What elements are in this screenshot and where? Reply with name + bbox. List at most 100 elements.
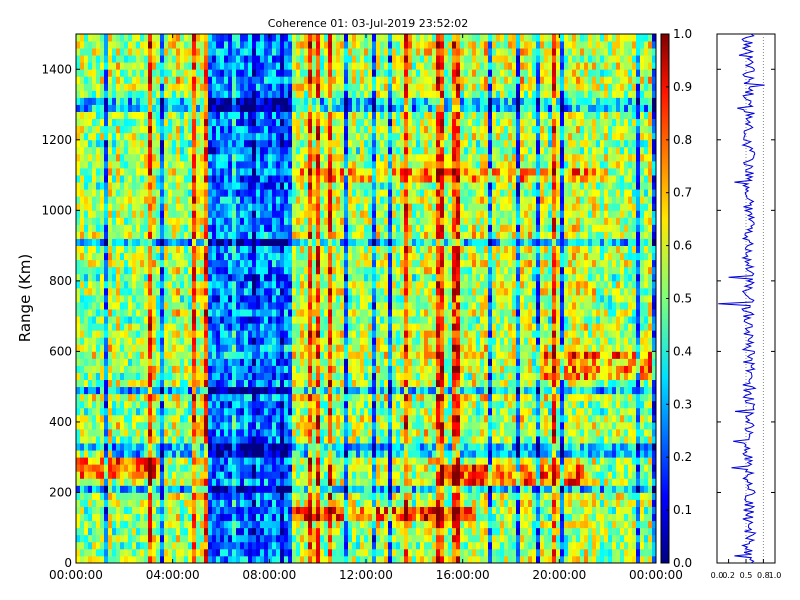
heatmap-cell xyxy=(196,118,201,127)
heatmap-cell xyxy=(180,527,185,536)
heatmap-cell xyxy=(200,90,205,98)
heatmap-cell xyxy=(172,379,177,388)
heatmap-cell xyxy=(128,323,133,331)
heatmap-cell xyxy=(148,203,153,211)
heatmap-cell xyxy=(96,520,101,529)
heatmap-cell xyxy=(152,471,157,479)
heatmap-cell xyxy=(88,457,93,465)
heatmap-cell xyxy=(128,266,133,275)
heatmap-cell xyxy=(284,111,289,120)
heatmap-cell xyxy=(244,344,249,352)
heatmap-cell xyxy=(188,245,193,254)
heatmap-cell xyxy=(208,111,213,120)
heatmap-cell xyxy=(80,302,85,310)
heatmap-cell xyxy=(288,294,293,303)
heatmap-cell xyxy=(220,513,225,522)
heatmap-cell xyxy=(328,182,333,190)
heatmap-cell xyxy=(120,252,125,261)
heatmap-cell xyxy=(284,76,289,84)
heatmap-cell xyxy=(336,421,341,430)
heatmap-cell xyxy=(244,294,249,303)
heatmap-cell xyxy=(96,146,101,155)
heatmap-cell xyxy=(304,34,309,42)
heatmap-cell xyxy=(132,541,137,550)
heatmap-cell xyxy=(308,478,313,486)
heatmap-cell xyxy=(260,203,265,211)
heatmap-cell xyxy=(272,330,277,338)
heatmap-cell xyxy=(236,266,241,275)
heatmap-cell xyxy=(316,273,321,282)
heatmap-cell xyxy=(104,541,109,550)
heatmap-cell xyxy=(304,457,309,465)
heatmap-cell xyxy=(280,527,285,536)
heatmap-cell xyxy=(172,146,177,155)
heatmap-cell xyxy=(256,182,261,190)
heatmap-cell xyxy=(160,414,165,423)
heatmap-cell xyxy=(300,386,305,395)
heatmap-cell xyxy=(92,471,97,479)
heatmap-cell xyxy=(88,132,93,141)
heatmap-cell xyxy=(320,414,325,423)
heatmap-cell xyxy=(80,259,85,268)
heatmap-cell xyxy=(172,182,177,190)
heatmap-cell xyxy=(144,386,149,395)
heatmap-cell xyxy=(80,287,85,296)
heatmap-cell xyxy=(260,118,265,127)
heatmap-cell xyxy=(132,34,137,42)
heatmap-cell xyxy=(244,196,249,204)
heatmap-cell xyxy=(268,294,273,303)
heatmap-cell xyxy=(272,231,277,239)
heatmap-cell xyxy=(224,224,229,232)
heatmap-cell xyxy=(144,196,149,204)
heatmap-cell xyxy=(180,83,185,91)
heatmap-cell xyxy=(152,499,157,507)
heatmap-cell xyxy=(276,69,281,77)
heatmap-cell xyxy=(212,97,217,105)
heatmap-cell xyxy=(208,245,213,254)
heatmap-cell xyxy=(108,302,113,310)
heatmap-cell xyxy=(100,457,105,465)
heatmap-cell xyxy=(168,464,173,472)
heatmap-cell xyxy=(208,48,213,56)
heatmap-cell xyxy=(96,189,101,197)
heatmap-cell xyxy=(100,548,105,557)
heatmap-cell xyxy=(284,245,289,254)
heatmap-cell xyxy=(256,231,261,239)
heatmap-cell xyxy=(76,534,81,543)
heatmap-cell xyxy=(128,372,133,381)
heatmap-cell xyxy=(144,125,149,134)
heatmap-cell xyxy=(256,428,261,437)
heatmap-cell xyxy=(168,337,173,345)
heatmap-cell xyxy=(280,372,285,381)
heatmap-cell xyxy=(212,231,217,239)
heatmap-cell xyxy=(172,83,177,91)
heatmap-cell xyxy=(316,330,321,338)
heatmap-cell xyxy=(228,139,233,148)
heatmap-cell xyxy=(304,153,309,162)
heatmap-cell xyxy=(280,203,285,211)
heatmap-cell xyxy=(96,97,101,105)
heatmap-cell xyxy=(148,358,153,366)
heatmap-cell xyxy=(148,90,153,98)
heatmap-cell xyxy=(260,555,265,564)
heatmap-cell xyxy=(184,513,189,522)
heatmap-cell xyxy=(228,471,233,479)
heatmap-cell xyxy=(156,168,161,176)
heatmap-cell xyxy=(248,492,253,500)
heatmap-cell xyxy=(108,287,113,296)
heatmap-cell xyxy=(220,351,225,359)
heatmap-cell xyxy=(132,450,137,458)
heatmap-cell xyxy=(80,436,85,444)
heatmap-cell xyxy=(272,111,277,120)
heatmap-cell xyxy=(300,485,305,493)
heatmap-cell xyxy=(144,407,149,416)
heatmap-cell xyxy=(296,450,301,458)
heatmap-cell xyxy=(152,118,157,127)
heatmap-cell xyxy=(240,351,245,359)
heatmap-cell xyxy=(76,393,81,402)
heatmap-cell xyxy=(304,400,309,409)
heatmap-cell xyxy=(316,485,321,493)
heatmap-cell xyxy=(300,309,305,317)
heatmap-cell xyxy=(164,485,169,493)
heatmap-cell xyxy=(320,485,325,493)
